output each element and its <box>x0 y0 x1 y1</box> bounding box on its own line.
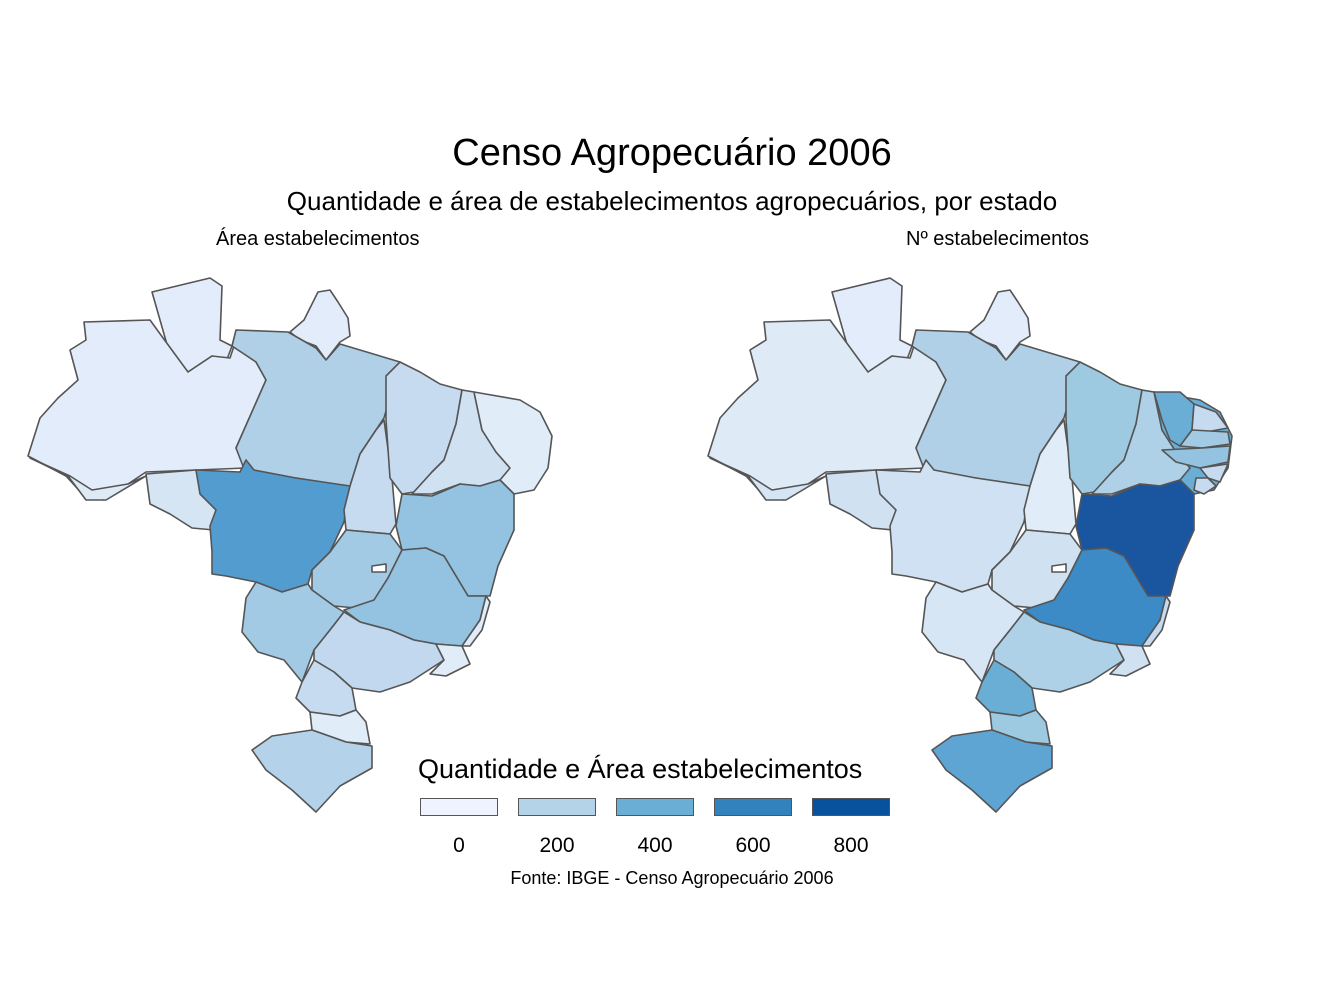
state-rn <box>1191 403 1229 433</box>
legend-label-800: 800 <box>833 834 869 857</box>
map-area-estabelecimentos <box>27 277 553 813</box>
chart-subtitle: Quantidade e área de estabelecimentos ag… <box>286 186 1058 216</box>
state-rs <box>931 729 1053 813</box>
state-al <box>1199 463 1229 483</box>
legend-label-600: 600 <box>735 834 771 857</box>
panel-label-area: Área estabelecimentos <box>216 228 420 250</box>
legend-title: Quantidade e Área estabelecimentos <box>418 754 863 784</box>
legend-swatch-400 <box>616 798 694 816</box>
legend-swatch-600 <box>714 798 792 816</box>
state-es <box>1141 595 1171 647</box>
map-numero-estabelecimentos <box>707 277 1233 813</box>
state-sp <box>993 611 1125 693</box>
chart-title: Censo Agropecuário 2006 <box>452 132 892 174</box>
state-pe <box>1161 445 1231 469</box>
legend-label-200: 200 <box>539 834 575 857</box>
source-caption: Fonte: IBGE - Censo Agropecuário 2006 <box>510 868 834 888</box>
state-to <box>343 419 397 535</box>
legend-label-400: 400 <box>637 834 673 857</box>
state-es <box>461 595 491 647</box>
panel-label-numero: Nº estabelecimentos <box>906 228 1089 250</box>
state-df <box>371 563 387 573</box>
legend-swatch-800 <box>812 798 890 816</box>
state-ne <box>473 391 553 495</box>
state-se <box>1193 477 1217 495</box>
legend-swatch-0 <box>420 798 498 816</box>
legend-label-0: 0 <box>453 834 465 857</box>
state-rs <box>251 729 373 813</box>
state-df <box>1051 563 1067 573</box>
legend-swatch-200 <box>518 798 596 816</box>
state-sp <box>313 611 445 693</box>
state-to <box>1023 419 1077 535</box>
